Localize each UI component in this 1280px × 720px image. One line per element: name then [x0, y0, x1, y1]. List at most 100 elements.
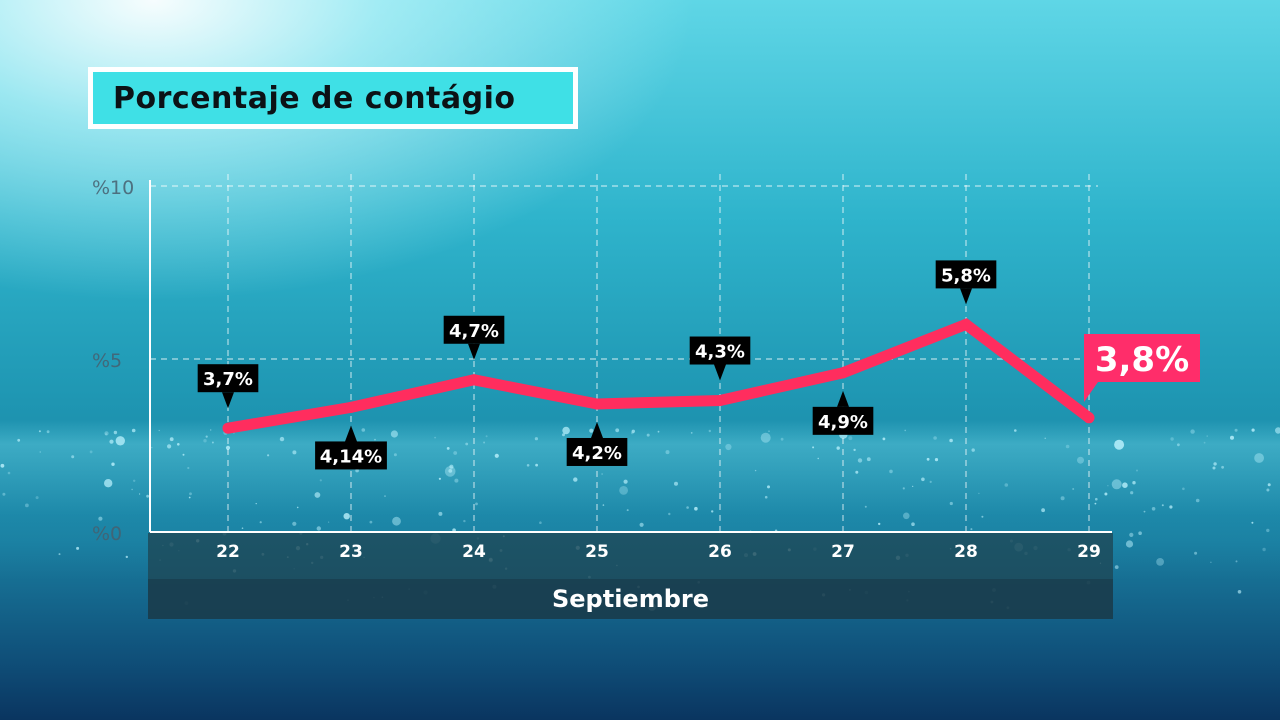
particle — [619, 486, 628, 495]
particle — [225, 445, 231, 450]
particle — [104, 431, 109, 436]
particle — [1041, 508, 1045, 513]
particle — [1014, 429, 1017, 432]
particle — [754, 469, 757, 472]
particle — [646, 433, 650, 437]
particle — [316, 526, 321, 531]
particle — [855, 470, 859, 474]
particle — [167, 444, 172, 449]
particle — [1094, 502, 1097, 505]
particle — [912, 485, 914, 487]
particle — [970, 528, 973, 531]
particle — [668, 512, 671, 516]
particle — [534, 437, 539, 441]
x-tick-label: 29 — [1077, 542, 1101, 562]
particle — [674, 481, 678, 486]
particle — [1177, 443, 1180, 447]
particle — [933, 436, 937, 440]
data-point — [591, 398, 603, 410]
particle — [0, 463, 5, 468]
particle — [1195, 498, 1200, 503]
x-axis-month-bar: Septiembre — [148, 579, 1113, 619]
data-point — [345, 401, 357, 413]
particle — [131, 488, 133, 491]
particle — [189, 492, 192, 496]
particle — [631, 429, 635, 433]
particle — [453, 451, 458, 455]
particle — [125, 555, 128, 559]
particle — [1206, 435, 1208, 437]
data-point — [837, 367, 849, 379]
particle — [1237, 590, 1242, 594]
particle — [39, 451, 41, 453]
particle — [949, 438, 953, 443]
particle — [1170, 437, 1174, 441]
particle — [764, 495, 768, 499]
particle — [780, 437, 784, 441]
particle — [1251, 428, 1255, 432]
data-label: 4,7% — [449, 321, 499, 342]
particle — [361, 428, 366, 432]
particle — [686, 506, 689, 509]
data-label: 3,7% — [203, 369, 253, 390]
particle — [1169, 505, 1173, 509]
data-callout: 4,14% — [315, 425, 387, 470]
particle — [1251, 521, 1254, 524]
particle — [1114, 439, 1125, 450]
particle — [836, 446, 840, 450]
particle — [949, 501, 953, 506]
particle — [38, 430, 41, 433]
particle — [623, 479, 628, 484]
series-line — [227, 318, 1093, 434]
data-callout: 3,7% — [197, 364, 259, 409]
particle — [438, 477, 441, 480]
particle — [1104, 492, 1108, 496]
particle — [115, 436, 126, 446]
particle — [539, 521, 542, 524]
particle — [526, 464, 530, 467]
particle — [1262, 547, 1266, 552]
particle — [602, 504, 605, 506]
particle — [665, 450, 670, 455]
particle — [434, 436, 436, 439]
particle — [1077, 456, 1084, 464]
particle — [158, 429, 160, 432]
particle — [1072, 488, 1075, 490]
particle — [131, 428, 136, 433]
particle — [267, 454, 270, 457]
particle — [483, 441, 486, 444]
particle — [259, 521, 262, 524]
data-callout: 4,9% — [812, 390, 874, 435]
particle — [211, 441, 214, 444]
particle — [535, 463, 538, 467]
particle — [1213, 462, 1217, 466]
particle — [878, 522, 881, 526]
particle — [768, 430, 770, 433]
x-tick-label: 28 — [954, 542, 978, 562]
particle — [725, 443, 732, 451]
particle — [1210, 561, 1212, 563]
particle — [882, 437, 886, 441]
particle — [384, 495, 386, 497]
x-tick-label: 25 — [585, 542, 609, 562]
particle — [589, 428, 594, 433]
particle — [1190, 429, 1195, 434]
particle — [857, 458, 863, 463]
particle — [921, 477, 925, 482]
data-point — [468, 374, 480, 386]
data-label: 4,9% — [818, 412, 868, 433]
data-point — [960, 318, 972, 330]
y-tick-label: %0 — [92, 523, 122, 545]
particle — [1130, 491, 1134, 495]
particle — [1221, 465, 1224, 469]
particle — [562, 426, 570, 435]
data-label: 4,3% — [695, 342, 745, 363]
y-tick-label: %10 — [92, 177, 134, 199]
chart-title-box: Porcentaje de contágio — [88, 67, 578, 129]
data-callout: 4,2% — [566, 421, 628, 466]
particle — [182, 453, 185, 456]
particle — [889, 469, 893, 474]
particle — [911, 522, 915, 526]
particle — [296, 506, 299, 509]
